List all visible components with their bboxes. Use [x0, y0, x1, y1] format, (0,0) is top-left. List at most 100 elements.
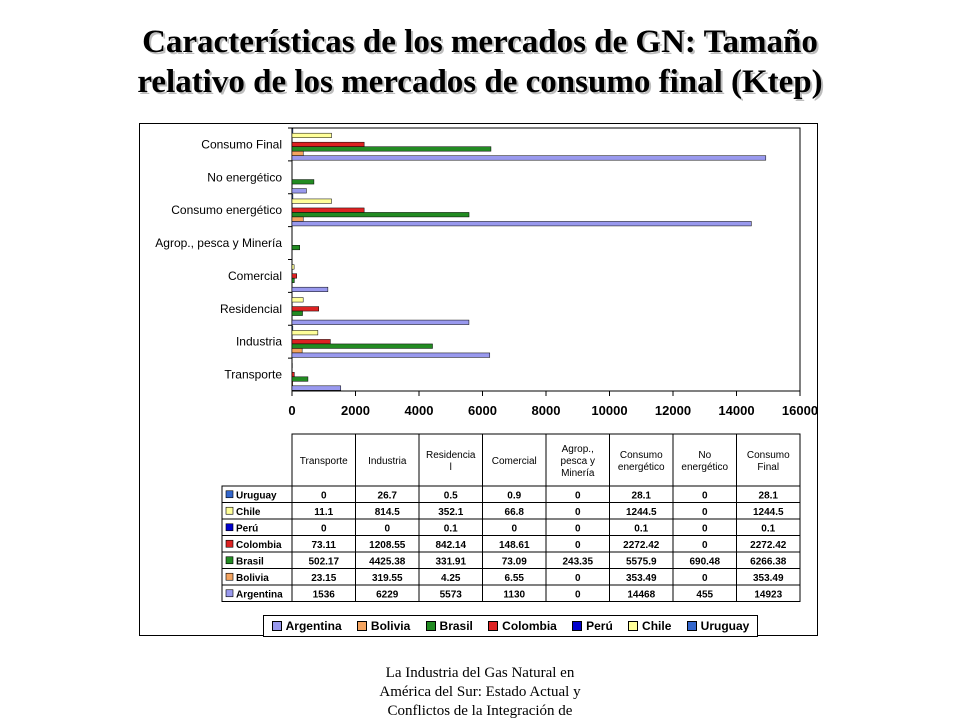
- title-line-1: Características de los mercados de GN: T…: [0, 22, 960, 62]
- bar-brasil-consumo-final: [292, 147, 491, 152]
- plot-area: [292, 128, 800, 391]
- table-value-peru-comercial: 0: [511, 523, 517, 534]
- legend-label-brasil: Brasil: [440, 619, 473, 633]
- table-value-chile-consumo-final: 1244.5: [753, 507, 784, 518]
- table-swatch-brasil: [226, 557, 233, 564]
- table-value-colombia-industria: 1208.55: [369, 540, 406, 551]
- table-value-bolivia-no-energetico: 0: [702, 573, 708, 584]
- table-swatch-peru: [226, 524, 233, 531]
- table-value-uruguay-comercial: 0.9: [507, 490, 521, 501]
- table-row-label-brasil: Brasil: [236, 556, 264, 567]
- legend-item-argentina: Argentina: [272, 619, 342, 633]
- table-row-label-chile: Chile: [236, 507, 261, 518]
- table-value-argentina-transporte: 1536: [313, 589, 336, 600]
- bar-argentina-transporte: [292, 386, 341, 391]
- bar-uruguay-consumo-final: [292, 129, 293, 134]
- legend-item-peru: Perú: [572, 619, 613, 633]
- category-label-consumo-energetico: Consumo energético: [171, 203, 282, 217]
- table-value-argentina-industria: 6229: [376, 589, 399, 600]
- x-tick-label-6000: 6000: [468, 403, 497, 418]
- table-value-bolivia-agrop-pesca-y-mineria: 0: [575, 573, 581, 584]
- table-value-chile-no-energetico: 0: [702, 507, 708, 518]
- table-row-label-argentina: Argentina: [236, 589, 283, 600]
- x-tick-label-0: 0: [288, 403, 295, 418]
- category-label-transporte: Transporte: [224, 368, 282, 382]
- table-value-brasil-comercial: 73.09: [502, 556, 527, 567]
- bar-colombia-transporte: [292, 372, 294, 377]
- bar-colombia-industria: [292, 339, 330, 344]
- x-tick-label-8000: 8000: [532, 403, 561, 418]
- table-value-peru-residencial: 0.1: [444, 523, 458, 534]
- table-value-argentina-agrop-pesca-y-mineria: 0: [575, 589, 581, 600]
- table-value-uruguay-consumo-final: 28.1: [759, 490, 779, 501]
- table-value-brasil-consumo-energetico: 5575.9: [626, 556, 657, 567]
- bar-chile-industria: [292, 330, 318, 335]
- slide-footer: La Industria del Gas Natural en América …: [330, 664, 630, 721]
- legend-item-brasil: Brasil: [426, 619, 473, 633]
- table-value-colombia-consumo-final: 2272.42: [750, 540, 787, 551]
- legend-swatch-brasil: [426, 621, 436, 631]
- table-value-argentina-consumo-final: 14923: [754, 589, 782, 600]
- table-header-industria: Industria: [368, 456, 407, 467]
- legend-item-uruguay: Uruguay: [687, 619, 750, 633]
- bar-argentina-residencial: [292, 320, 469, 325]
- table-value-colombia-comercial: 148.61: [499, 540, 530, 551]
- table-value-colombia-residencial: 842.14: [435, 540, 466, 551]
- table-value-bolivia-consumo-energetico: 353.49: [626, 573, 657, 584]
- bar-colombia-consumo-final: [292, 142, 364, 147]
- table-value-argentina-residencial: 5573: [440, 589, 463, 600]
- table-value-chile-industria: 814.5: [375, 507, 400, 518]
- title-line-2: relativo de los mercados de consumo fina…: [0, 62, 960, 102]
- bar-argentina-no-energetico: [292, 189, 306, 194]
- x-tick-label-16000: 16000: [782, 403, 818, 418]
- table-value-peru-no-energetico: 0: [702, 523, 708, 534]
- legend-label-bolivia: Bolivia: [371, 619, 410, 633]
- bar-brasil-residencial: [292, 311, 303, 316]
- bar-argentina-consumo-final: [292, 156, 766, 161]
- table-swatch-uruguay: [226, 491, 233, 498]
- legend-label-argentina: Argentina: [286, 619, 342, 633]
- bar-chile-consumo-energetico: [292, 199, 332, 204]
- footer-line-1: La Industria del Gas Natural en: [330, 664, 630, 683]
- table-value-bolivia-transporte: 23.15: [311, 573, 336, 584]
- legend-label-uruguay: Uruguay: [701, 619, 750, 633]
- legend-swatch-argentina: [272, 621, 282, 631]
- bar-argentina-comercial: [292, 287, 328, 292]
- bar-colombia-consumo-energetico: [292, 208, 364, 213]
- table-value-chile-residencial: 352.1: [438, 507, 463, 518]
- table-value-colombia-agrop-pesca-y-mineria: 0: [575, 540, 581, 551]
- table-value-chile-comercial: 66.8: [505, 507, 525, 518]
- legend-swatch-bolivia: [357, 621, 367, 631]
- bar-bolivia-industria: [292, 348, 302, 353]
- bar-argentina-industria: [292, 353, 490, 358]
- footer-line-2: América del Sur: Estado Actual y: [330, 683, 630, 702]
- table-value-colombia-transporte: 73.11: [312, 540, 337, 551]
- table-value-uruguay-transporte: 0: [321, 490, 327, 501]
- bar-chart: TransporteIndustriaResidencialComercialA…: [140, 124, 819, 637]
- table-value-chile-transporte: 11.1: [314, 507, 333, 518]
- table-swatch-argentina: [226, 590, 233, 597]
- table-row-label-bolivia: Bolivia: [236, 573, 269, 584]
- table-value-peru-consumo-energetico: 0.1: [634, 523, 648, 534]
- legend-item-colombia: Colombia: [488, 619, 557, 633]
- table-header-comercial: Comercial: [492, 456, 537, 467]
- bar-bolivia-consumo-energetico: [292, 217, 303, 222]
- table-value-uruguay-industria: 26.7: [378, 490, 398, 501]
- table-swatch-chile: [226, 507, 233, 514]
- table-value-peru-agrop-pesca-y-mineria: 0: [575, 523, 581, 534]
- table-value-argentina-consumo-energetico: 14468: [627, 589, 655, 600]
- bar-uruguay-consumo-energetico: [292, 194, 293, 199]
- table-row-label-colombia: Colombia: [236, 540, 282, 551]
- x-tick-label-14000: 14000: [718, 403, 754, 418]
- table-row-label-peru: Perú: [236, 523, 258, 534]
- table-value-brasil-residencial: 331.91: [435, 556, 466, 567]
- bar-brasil-no-energetico: [292, 180, 314, 185]
- bar-argentina-consumo-energetico: [292, 221, 751, 226]
- table-value-argentina-no-energetico: 455: [696, 589, 713, 600]
- bar-chile-comercial: [292, 265, 294, 270]
- table-value-chile-agrop-pesca-y-mineria: 0: [575, 507, 581, 518]
